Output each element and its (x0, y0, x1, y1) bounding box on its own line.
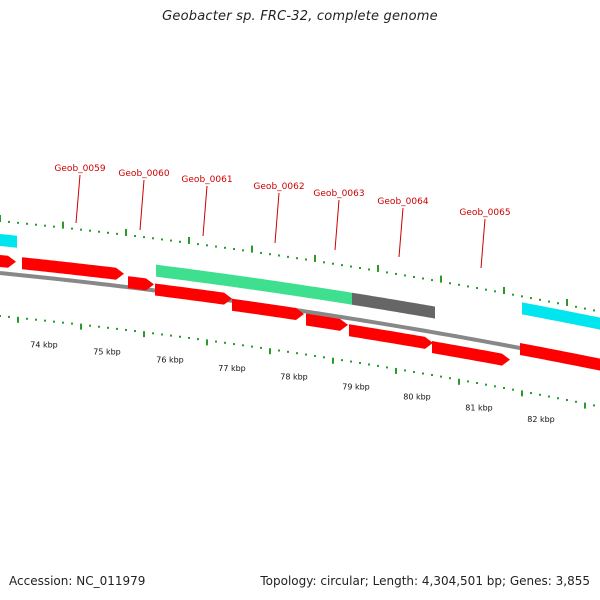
kbp-tick-label: 81 kbp (465, 403, 493, 412)
kbp-tick-label: 77 kbp (218, 364, 246, 373)
cds-arrow (432, 341, 510, 366)
map-title: Geobacter sp. FRC-32, complete genome (162, 9, 438, 24)
cds-arrow (22, 257, 124, 280)
gene-leader-line (334, 199, 340, 251)
cds-arrow (232, 298, 304, 321)
gene-label: Geob_0063 (313, 189, 364, 199)
gene-label: Geob_0061 (181, 175, 232, 185)
feature-block-green (156, 264, 235, 288)
gene-leader-line (398, 207, 404, 258)
kbp-tick-label: 76 kbp (156, 356, 184, 365)
feature-block-gray (352, 292, 435, 319)
feature-block-cyan (522, 302, 600, 330)
gene-leader-line (202, 185, 208, 237)
cds-arrow (155, 283, 232, 305)
cds-arrow (128, 276, 154, 291)
gene-label: Geob_0060 (118, 169, 169, 179)
feature-block-cyan (0, 234, 17, 248)
cds-arrow (520, 342, 600, 371)
kbp-tick-label: 78 kbp (280, 373, 308, 382)
kbp-tick-label: 75 kbp (93, 348, 121, 357)
gene-label: Geob_0059 (54, 164, 105, 174)
cds-arrow (0, 255, 16, 268)
feature-block-green (307, 285, 352, 305)
accession-label: Accession: NC_011979 (9, 574, 146, 588)
cds-arrow (349, 324, 433, 349)
feature-block-green (235, 275, 307, 298)
genome-summary: Topology: circular; Length: 4,304,501 bp… (260, 574, 590, 588)
kbp-tick-label: 82 kbp (527, 415, 555, 424)
gene-leader-line (480, 218, 486, 269)
cds-arrow (306, 313, 348, 331)
gene-leader-line (139, 179, 145, 231)
genome-backbone (0, 271, 600, 366)
kbp-tick-label: 74 kbp (30, 341, 58, 350)
gene-leader-line (75, 174, 81, 224)
kbp-tick-label: 79 kbp (342, 382, 370, 391)
gene-leader-line (274, 192, 280, 244)
kbp-tick-label: 80 kbp (403, 393, 431, 402)
gene-label: Geob_0062 (253, 182, 304, 192)
gene-label: Geob_0064 (377, 197, 428, 207)
gene-label: Geob_0065 (459, 208, 510, 218)
